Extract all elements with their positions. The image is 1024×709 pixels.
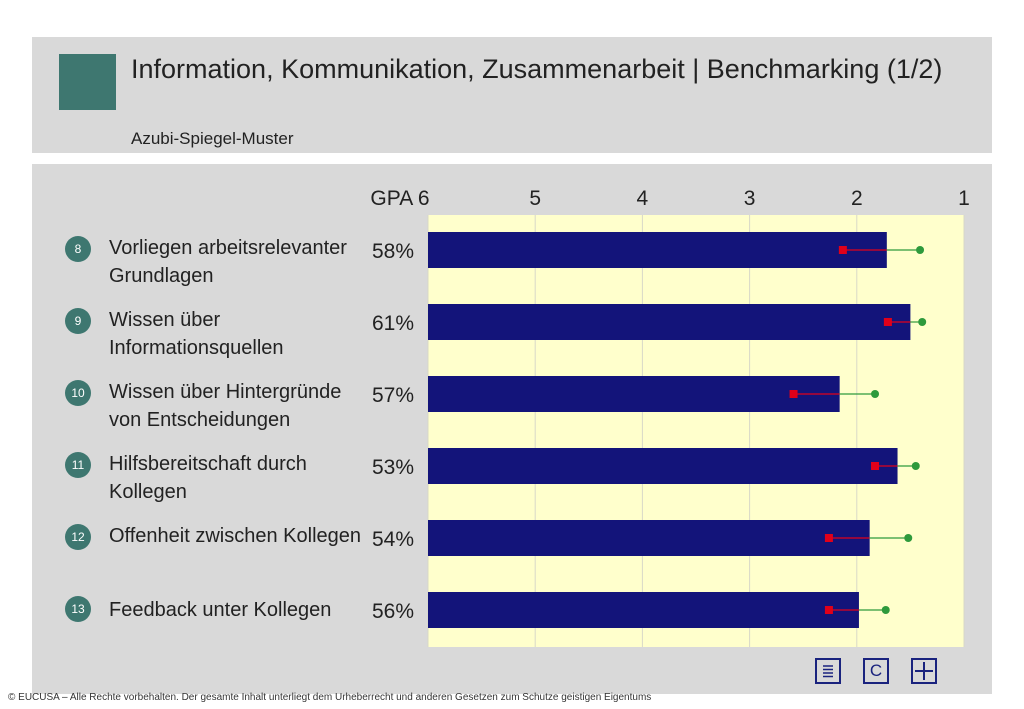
green-circle-marker bbox=[871, 390, 880, 398]
item-number-badge: 13 bbox=[65, 596, 91, 622]
category-label: Hilfsbereitschaft durch Kollegen bbox=[109, 453, 307, 503]
item-number-badge: 9 bbox=[65, 308, 91, 334]
bar bbox=[428, 520, 870, 556]
category-label: Feedback unter Kollegen bbox=[109, 599, 332, 621]
page-subtitle: Azubi-Spiegel-Muster bbox=[131, 129, 294, 148]
bar bbox=[428, 592, 859, 628]
percent-label: 56% bbox=[372, 600, 415, 623]
green-circle-marker bbox=[918, 318, 927, 326]
green-circle-marker bbox=[911, 462, 920, 470]
red-square-marker bbox=[824, 606, 833, 614]
plot-area bbox=[428, 215, 964, 647]
logo-square bbox=[59, 54, 116, 110]
bar bbox=[428, 376, 840, 412]
category-label: Offenheit zwischen Kollegen bbox=[109, 525, 362, 547]
percent-label: 58% bbox=[372, 240, 415, 263]
item-number-badge: 8 bbox=[65, 236, 91, 262]
bar bbox=[428, 232, 887, 268]
red-square-marker bbox=[824, 534, 833, 542]
item-number-badge: 12 bbox=[65, 524, 91, 550]
red-square-marker bbox=[789, 390, 798, 398]
green-circle-marker bbox=[904, 534, 913, 542]
c-icon[interactable]: C bbox=[863, 658, 889, 684]
percent-label: 54% bbox=[372, 528, 415, 551]
green-circle-marker bbox=[881, 606, 890, 614]
axis-tick-label: 1 bbox=[958, 187, 970, 210]
bar bbox=[428, 448, 898, 484]
header-panel bbox=[32, 37, 992, 153]
axis-tick-label: GPA 6 bbox=[370, 187, 430, 210]
red-square-marker bbox=[883, 318, 892, 326]
axis-tick-label: 2 bbox=[850, 187, 863, 210]
copyright-text: © EUCUSA – Alle Rechte vorbehalten. Der … bbox=[8, 692, 652, 703]
percent-label: 57% bbox=[372, 384, 415, 407]
bar bbox=[428, 304, 911, 340]
axis-tick-label: 4 bbox=[636, 187, 649, 210]
axis-tick-label: 5 bbox=[529, 187, 542, 210]
percent-label: 53% bbox=[372, 456, 415, 479]
green-circle-marker bbox=[916, 246, 925, 254]
red-square-marker bbox=[871, 462, 880, 470]
category-label: Vorliegen arbeitsrelevanter Grundlagen bbox=[109, 237, 347, 287]
item-number-badge: 10 bbox=[65, 380, 91, 406]
category-label: Wissen über Informationsquellen bbox=[109, 309, 284, 359]
item-number-badge: 11 bbox=[65, 452, 91, 478]
percent-label: 61% bbox=[372, 312, 415, 335]
axis-tick-label: 3 bbox=[743, 187, 756, 210]
red-square-marker bbox=[838, 246, 847, 254]
page-title: Information, Kommunikation, Zusammenarbe… bbox=[131, 54, 943, 84]
category-label: Wissen über Hintergründe von Entscheidun… bbox=[109, 381, 342, 431]
grid-icon[interactable] bbox=[911, 658, 937, 684]
list-icon[interactable] bbox=[815, 658, 841, 684]
